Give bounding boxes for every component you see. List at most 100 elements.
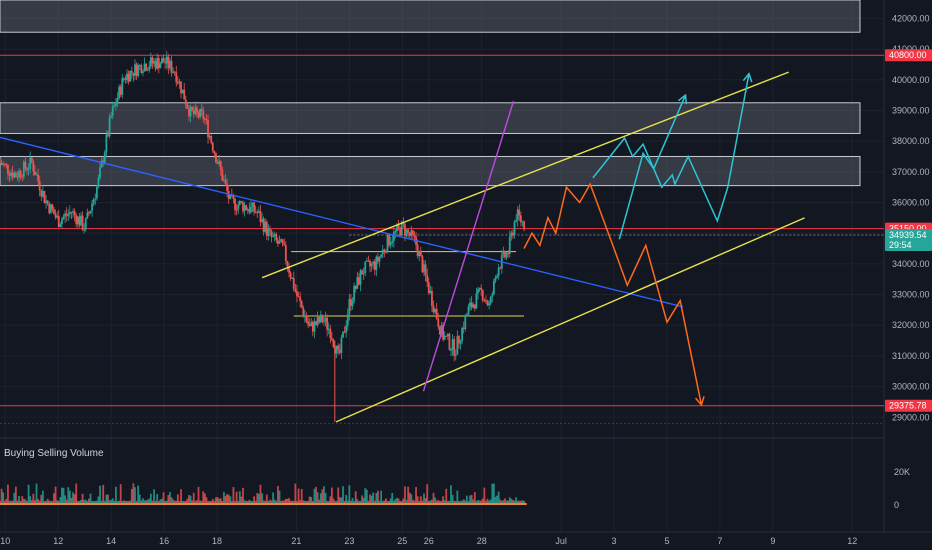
volume-bar bbox=[278, 490, 281, 504]
candle-body bbox=[48, 203, 51, 213]
candle-body bbox=[216, 162, 219, 164]
volume-bar bbox=[292, 500, 295, 504]
candle-body bbox=[162, 58, 165, 63]
trendline-channel-bottom bbox=[335, 217, 805, 423]
volume-bar bbox=[92, 500, 95, 504]
candle-body bbox=[257, 211, 260, 213]
volume-bar bbox=[294, 483, 297, 504]
y-tick-label: 39000.00 bbox=[892, 105, 930, 115]
trendline-magenta bbox=[422, 101, 515, 392]
volume-bar bbox=[2, 492, 5, 504]
candle-body bbox=[370, 263, 373, 267]
candle-body bbox=[272, 236, 275, 238]
volume-bar bbox=[145, 500, 147, 504]
volume-bar bbox=[286, 498, 289, 504]
volume-bar bbox=[238, 491, 241, 504]
candle-body bbox=[221, 169, 224, 181]
volume-bar bbox=[359, 500, 362, 504]
x-tick-label: 3 bbox=[612, 536, 617, 546]
volume-bar bbox=[473, 492, 476, 504]
volume-bar bbox=[516, 500, 519, 504]
price-tag-label: 40800.00 bbox=[889, 50, 927, 60]
candle-body bbox=[208, 135, 211, 138]
volume-bar bbox=[43, 500, 46, 504]
volume-bar bbox=[159, 499, 162, 504]
volume-bar bbox=[454, 500, 457, 504]
candle-body bbox=[381, 249, 384, 255]
volume-bar bbox=[68, 490, 71, 504]
resistance-zones bbox=[0, 0, 861, 187]
candle-body bbox=[348, 299, 351, 315]
candle-body bbox=[68, 212, 71, 214]
volume-bar bbox=[365, 489, 368, 504]
candle-body bbox=[27, 168, 30, 170]
candle-body bbox=[361, 270, 363, 275]
volume-bar bbox=[19, 500, 22, 504]
candle-body bbox=[411, 230, 414, 235]
candle-body bbox=[215, 153, 217, 163]
candle-body bbox=[321, 314, 324, 322]
candle-body bbox=[238, 201, 241, 205]
volume-bar bbox=[257, 493, 260, 504]
volume-bar bbox=[188, 494, 190, 504]
volume-bar bbox=[515, 497, 518, 504]
volume-bar bbox=[313, 488, 316, 504]
volume-bar bbox=[399, 500, 402, 504]
candle-body bbox=[102, 160, 105, 163]
candle-body bbox=[505, 252, 508, 258]
volume-bar bbox=[472, 499, 475, 504]
volume-bar bbox=[167, 495, 170, 504]
volume-bar bbox=[122, 500, 125, 504]
candle-body bbox=[18, 170, 20, 178]
volume-bar bbox=[311, 500, 314, 504]
volume-bar bbox=[391, 492, 394, 504]
volume-bar bbox=[423, 493, 425, 504]
candle-body bbox=[53, 209, 55, 215]
volume-bar bbox=[307, 500, 309, 504]
x-tick-label: 18 bbox=[212, 536, 222, 546]
volume-bar bbox=[235, 491, 238, 504]
candle-body bbox=[278, 241, 281, 244]
candle-body bbox=[350, 299, 352, 306]
time-axis[interactable]: 10 12 14 16 18 21 23 25 26 28 Jul 3 5 7 9 12 bbox=[0, 536, 857, 546]
volume-bar bbox=[404, 486, 406, 504]
volume-bar bbox=[453, 500, 456, 504]
volume-bar bbox=[418, 500, 421, 504]
candle-body bbox=[230, 195, 233, 197]
resistance-zone bbox=[0, 155, 861, 187]
candle-body bbox=[345, 325, 348, 333]
x-tick-label: 12 bbox=[847, 536, 857, 546]
candle-body bbox=[13, 172, 16, 178]
candle-body bbox=[111, 106, 114, 116]
candle-body bbox=[21, 176, 24, 178]
volume-bar bbox=[407, 486, 410, 504]
candle-body bbox=[122, 78, 125, 80]
volume-bar bbox=[76, 500, 79, 504]
volume-bar bbox=[119, 484, 122, 504]
arrow-head bbox=[677, 93, 688, 105]
volume-bar bbox=[481, 498, 484, 504]
volume-bar bbox=[59, 497, 62, 504]
candle-body bbox=[377, 256, 379, 262]
candle-body bbox=[234, 198, 236, 210]
volume-bar bbox=[256, 492, 259, 504]
candle-body bbox=[305, 315, 308, 322]
candle-body bbox=[357, 277, 360, 285]
candle-body bbox=[508, 236, 511, 254]
candle-body bbox=[56, 215, 59, 218]
candle-body bbox=[492, 280, 495, 295]
candle-body bbox=[302, 307, 305, 317]
candle-body bbox=[175, 72, 178, 83]
volume-bar bbox=[392, 500, 395, 504]
candle-body bbox=[34, 171, 36, 176]
candle-body bbox=[103, 152, 106, 163]
candle-body bbox=[156, 58, 159, 69]
candle-body bbox=[480, 287, 483, 290]
candle-body bbox=[472, 304, 475, 308]
candle-body bbox=[421, 256, 424, 273]
candle-body bbox=[354, 285, 357, 289]
candle-body bbox=[481, 289, 484, 301]
volume-bar bbox=[189, 495, 192, 504]
candle-body bbox=[51, 204, 54, 210]
